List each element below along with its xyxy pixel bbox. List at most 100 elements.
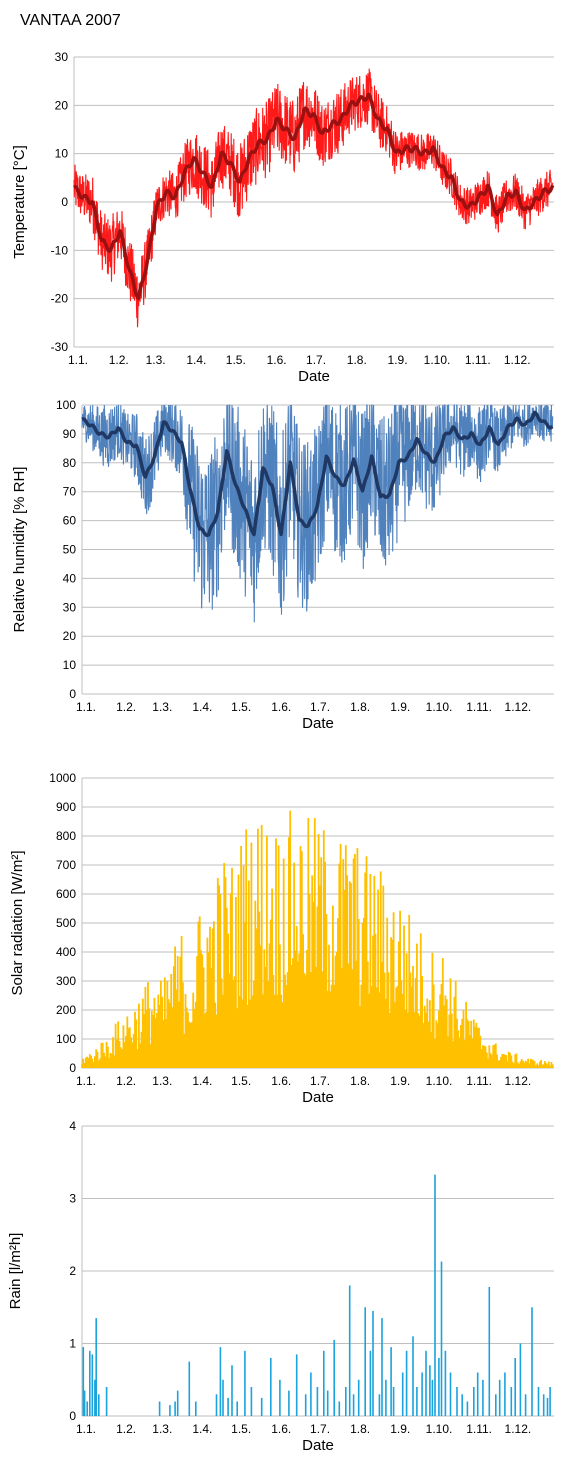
- solar-bar: [116, 1039, 118, 1068]
- solar-bar: [342, 859, 345, 1068]
- x-tick-label: 1.11.: [465, 353, 491, 367]
- solar-bar: [149, 1043, 152, 1068]
- x-tick-label: 1.3.: [152, 1074, 172, 1088]
- solar-bar: [201, 954, 204, 1068]
- solar-bar: [491, 1055, 493, 1068]
- solar-bar: [368, 993, 370, 1068]
- solar-bar: [224, 877, 227, 1068]
- solar-bar: [494, 1043, 497, 1068]
- solar-bar: [502, 1054, 505, 1068]
- solar-bar: [344, 845, 347, 1068]
- x-tick-label: 1.2.: [116, 700, 136, 714]
- solar-bar: [476, 1027, 479, 1068]
- solar-bar: [288, 837, 290, 1068]
- solar-bar: [519, 1061, 522, 1068]
- y-tick-label: 900: [56, 800, 76, 814]
- y-tick-label: 20: [63, 629, 77, 643]
- solar-bar: [505, 1055, 508, 1068]
- solar-bar: [277, 845, 280, 1068]
- solar-bar: [326, 991, 329, 1068]
- solar-bar: [531, 1059, 533, 1068]
- solar-bar: [113, 1055, 116, 1068]
- y-tick-label: 80: [63, 456, 77, 470]
- solar-bar: [132, 1034, 135, 1068]
- rain-bar: [385, 1379, 387, 1417]
- x-tick-label: 1.8.: [347, 353, 367, 367]
- solar-bar: [469, 1035, 471, 1068]
- chart-2: 0 10 20 30 40 50 60 70 80 90 100 1.1. 1.2. 1.3. 1.4. 1.…: [11, 398, 554, 732]
- solar-bar: [192, 992, 195, 1068]
- solar-bar: [435, 1020, 438, 1068]
- solar-bar: [86, 1056, 89, 1068]
- solar-bar: [378, 992, 381, 1068]
- solar-bar: [538, 1061, 541, 1068]
- x-tick-label: 1.1.: [76, 1074, 96, 1088]
- solar-bar: [462, 1010, 465, 1068]
- rain-bar: [504, 1372, 506, 1416]
- solar-bar: [254, 900, 257, 1068]
- solar-bar: [237, 874, 240, 1068]
- solar-bar: [169, 1002, 171, 1068]
- solar-bar: [231, 867, 233, 1068]
- solar-bar: [410, 986, 413, 1068]
- solar-bar: [302, 934, 304, 1068]
- solar-bar: [396, 986, 399, 1068]
- solar-bar: [197, 921, 200, 1068]
- solar-bar: [95, 1049, 98, 1068]
- solar-bar: [335, 951, 338, 1068]
- solar-bar: [540, 1059, 542, 1068]
- solar-bar: [131, 1042, 134, 1068]
- solar-bar: [198, 916, 201, 1068]
- solar-bar: [537, 1065, 540, 1068]
- solar-bar: [280, 994, 282, 1068]
- rain-bar: [488, 1287, 491, 1416]
- solar-bar: [194, 1001, 197, 1068]
- solar-bar: [532, 1060, 535, 1068]
- x-tick-label: 1.6.: [271, 1074, 291, 1088]
- solar-bar: [103, 1052, 105, 1068]
- solar-bar: [370, 986, 373, 1068]
- solar-bar: [467, 1021, 470, 1068]
- solar-bar: [387, 972, 390, 1068]
- solar-bar: [241, 999, 244, 1068]
- solar-bar: [338, 863, 341, 1068]
- solar-bar: [298, 953, 301, 1068]
- solar-bar: [525, 1061, 528, 1068]
- solar-bar: [109, 1052, 112, 1068]
- solar-bar: [431, 952, 434, 1068]
- solar-bar: [232, 980, 235, 1068]
- solar-bar: [183, 1033, 186, 1068]
- solar-bar: [191, 1022, 193, 1068]
- solar-bar: [496, 1054, 498, 1068]
- solar-bar: [128, 1027, 131, 1068]
- solar-bar: [484, 1046, 487, 1068]
- solar-bar: [366, 961, 369, 1068]
- rain-bar: [378, 1394, 381, 1417]
- rain-bar: [174, 1401, 176, 1416]
- x-axis-label: Date: [302, 1437, 334, 1454]
- solar-bar: [294, 950, 297, 1068]
- y-tick-label: 40: [63, 571, 77, 585]
- solar-bar: [316, 906, 319, 1068]
- solar-bar: [216, 877, 219, 1068]
- solar-bar: [154, 1018, 157, 1068]
- rain-bar: [412, 1336, 414, 1417]
- rain-bar: [482, 1379, 484, 1417]
- solar-bar: [470, 1020, 473, 1068]
- rain-bar: [542, 1394, 545, 1417]
- solar-bar: [400, 980, 403, 1068]
- solar-bar: [492, 1045, 495, 1068]
- solar-bar: [247, 880, 250, 1068]
- rain-bar: [288, 1390, 290, 1416]
- solar-bar: [299, 846, 302, 1068]
- rain-bar: [250, 1387, 253, 1416]
- solar-bar: [544, 1061, 546, 1068]
- solar-bar: [361, 922, 364, 1068]
- solar-bar: [267, 981, 270, 1068]
- solar-bar: [200, 950, 202, 1068]
- rain-bar: [236, 1401, 238, 1416]
- solar-bar: [343, 889, 346, 1068]
- solar-bar: [372, 935, 374, 1068]
- rain-bar: [244, 1350, 246, 1417]
- solar-bar: [145, 1009, 148, 1068]
